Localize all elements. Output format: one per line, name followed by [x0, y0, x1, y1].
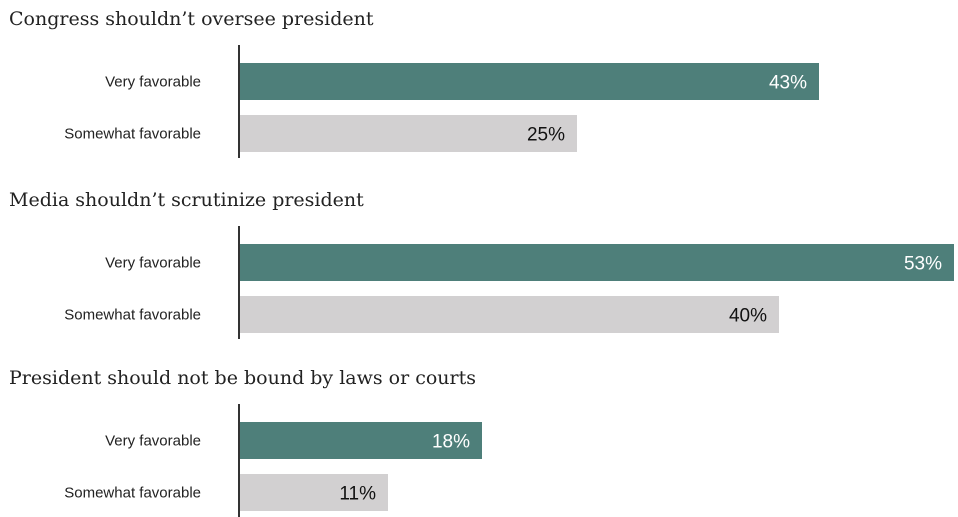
category-label: Somewhat favorable: [64, 484, 201, 501]
chart-title: Media shouldn’t scrutinize president: [9, 189, 364, 211]
bar-somewhat-favorable: [240, 296, 779, 333]
bar-very-favorable: [240, 244, 954, 281]
y-axis-line: [238, 226, 240, 339]
category-label: Very favorable: [105, 73, 201, 90]
y-axis-line: [238, 45, 240, 158]
bar-somewhat-favorable: [240, 474, 388, 511]
chart-title: Congress shouldn’t oversee president: [9, 8, 374, 30]
y-axis-line: [238, 404, 240, 517]
data-label: 11%: [339, 483, 376, 504]
bar-very-favorable: [240, 63, 819, 100]
data-label: 43%: [768, 72, 807, 93]
data-label: 53%: [903, 253, 942, 274]
category-label: Somewhat favorable: [64, 125, 201, 142]
data-label: 18%: [431, 431, 470, 452]
bar-very-favorable: [240, 422, 482, 459]
data-label: 40%: [728, 305, 767, 326]
category-label: Somewhat favorable: [64, 306, 201, 323]
category-label: Very favorable: [105, 432, 201, 449]
category-label: Very favorable: [105, 254, 201, 271]
chart-title: President should not be bound by laws or…: [9, 367, 477, 389]
data-label: 25%: [526, 124, 565, 145]
bar-somewhat-favorable: [240, 115, 577, 152]
